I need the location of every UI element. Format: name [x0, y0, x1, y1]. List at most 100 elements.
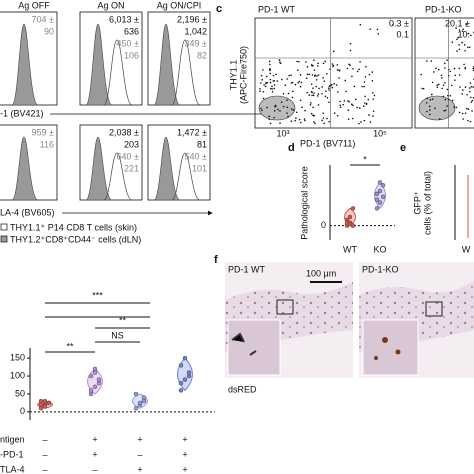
stat-label: 6,013 ± — [109, 14, 139, 24]
scatter-dot — [299, 121, 302, 124]
scatter-dot — [273, 109, 276, 112]
scatter-dot — [442, 95, 445, 98]
scatter-dot — [269, 78, 272, 81]
scatter-dot — [305, 77, 308, 79]
scatter-dot — [328, 89, 330, 91]
data-point — [46, 400, 52, 406]
scatter-dot — [363, 102, 366, 104]
scatter-dot — [349, 64, 351, 67]
scatter-dot — [275, 73, 277, 76]
scatter-dot — [321, 86, 323, 88]
data-point — [380, 183, 386, 188]
data-point — [374, 197, 380, 202]
scatter-dot — [360, 121, 362, 123]
scatter-dot — [322, 77, 324, 79]
scatter-dot — [346, 67, 349, 70]
data-point — [42, 404, 48, 409]
scatter-dot — [342, 103, 344, 106]
scatter-dot — [279, 110, 281, 112]
scatter-dot — [321, 119, 323, 122]
scatter-dot — [458, 48, 461, 51]
data-point — [374, 206, 380, 211]
scatter-dot — [339, 100, 341, 103]
axis-label: PD-1 (BV711) — [300, 138, 355, 148]
significance: ** — [66, 341, 74, 351]
scatter-dot — [324, 60, 327, 63]
scatter-dot — [286, 112, 288, 114]
scatter-dot — [282, 92, 285, 95]
scatter-dot — [444, 81, 446, 84]
histology-images — [224, 262, 474, 378]
sign: + — [137, 464, 142, 474]
scatter-dot — [371, 71, 374, 73]
scatter-dot — [376, 28, 379, 31]
scatter-dot — [457, 36, 459, 39]
axis-label: THY1.1 — [228, 60, 238, 91]
scatter-dot — [262, 69, 264, 71]
scatter-dot — [269, 69, 271, 72]
scatter-dot — [351, 75, 353, 78]
stat-label: 0.1 — [396, 29, 409, 39]
axis-label: (APC-Fire750) — [238, 46, 248, 104]
scatter-dot — [350, 103, 353, 106]
scatter-dot — [322, 112, 324, 114]
tick-label: 50 — [15, 388, 25, 398]
scatter-dot — [333, 112, 336, 114]
scatter-dot — [316, 75, 318, 77]
scatter-dot — [347, 109, 350, 111]
scatter-dot — [451, 41, 454, 43]
scatter-dot — [328, 87, 330, 90]
scatter-dot — [470, 96, 472, 99]
scatter-dot — [431, 98, 434, 100]
data-point — [38, 402, 44, 407]
scatter-dot — [363, 119, 366, 122]
sign: + — [182, 449, 187, 459]
stat-label: 203 — [124, 139, 139, 149]
scatter-dot — [297, 82, 299, 84]
scatter-dot — [456, 38, 458, 41]
scatter-dot — [286, 99, 288, 101]
sign: – — [42, 449, 47, 459]
scatter-dot — [430, 60, 433, 62]
data-point — [350, 206, 356, 211]
stat-label: 116 — [40, 139, 54, 149]
scatter-dot — [356, 106, 358, 109]
scatter-dot — [369, 121, 372, 123]
sign: + — [182, 464, 187, 474]
scatter-dot — [336, 64, 339, 66]
scatter-dot — [268, 63, 271, 66]
histogram-gray — [11, 136, 39, 201]
scatter-dot — [354, 98, 357, 101]
category-label: WT — [343, 244, 357, 254]
histogram-open — [171, 39, 201, 106]
scatter-dot — [435, 67, 437, 70]
scatter-dot — [348, 100, 351, 103]
scatter-dot — [364, 76, 367, 78]
sign: – — [92, 464, 97, 474]
scatter-dot — [276, 80, 279, 82]
scatter-dot — [444, 98, 447, 101]
scatter-dot — [324, 95, 327, 98]
significance: *** — [92, 290, 103, 300]
row-label: ntigen — [0, 434, 25, 444]
stat-label: 101 — [192, 163, 207, 173]
scatter-dot — [262, 91, 265, 93]
scatter-dot — [362, 105, 365, 107]
scatter-dot — [325, 90, 327, 92]
scatter-dot — [438, 118, 441, 120]
scatter-dot — [272, 80, 275, 82]
scatter-dot — [295, 111, 298, 114]
scatter-dot — [469, 90, 471, 93]
column-title: Ag ON — [97, 0, 124, 10]
scatter-dot — [361, 85, 363, 88]
scatter-dot — [343, 100, 346, 102]
scatter-dot — [316, 65, 319, 67]
scatter-dot — [310, 102, 312, 104]
scatter-dot — [353, 85, 356, 88]
scatter-dot — [463, 44, 466, 46]
scatter-dot — [304, 109, 306, 112]
scatter-dot — [363, 85, 365, 88]
panel-title: PD-1 WT — [228, 264, 266, 274]
data-point — [182, 377, 188, 382]
data-point — [92, 370, 98, 375]
